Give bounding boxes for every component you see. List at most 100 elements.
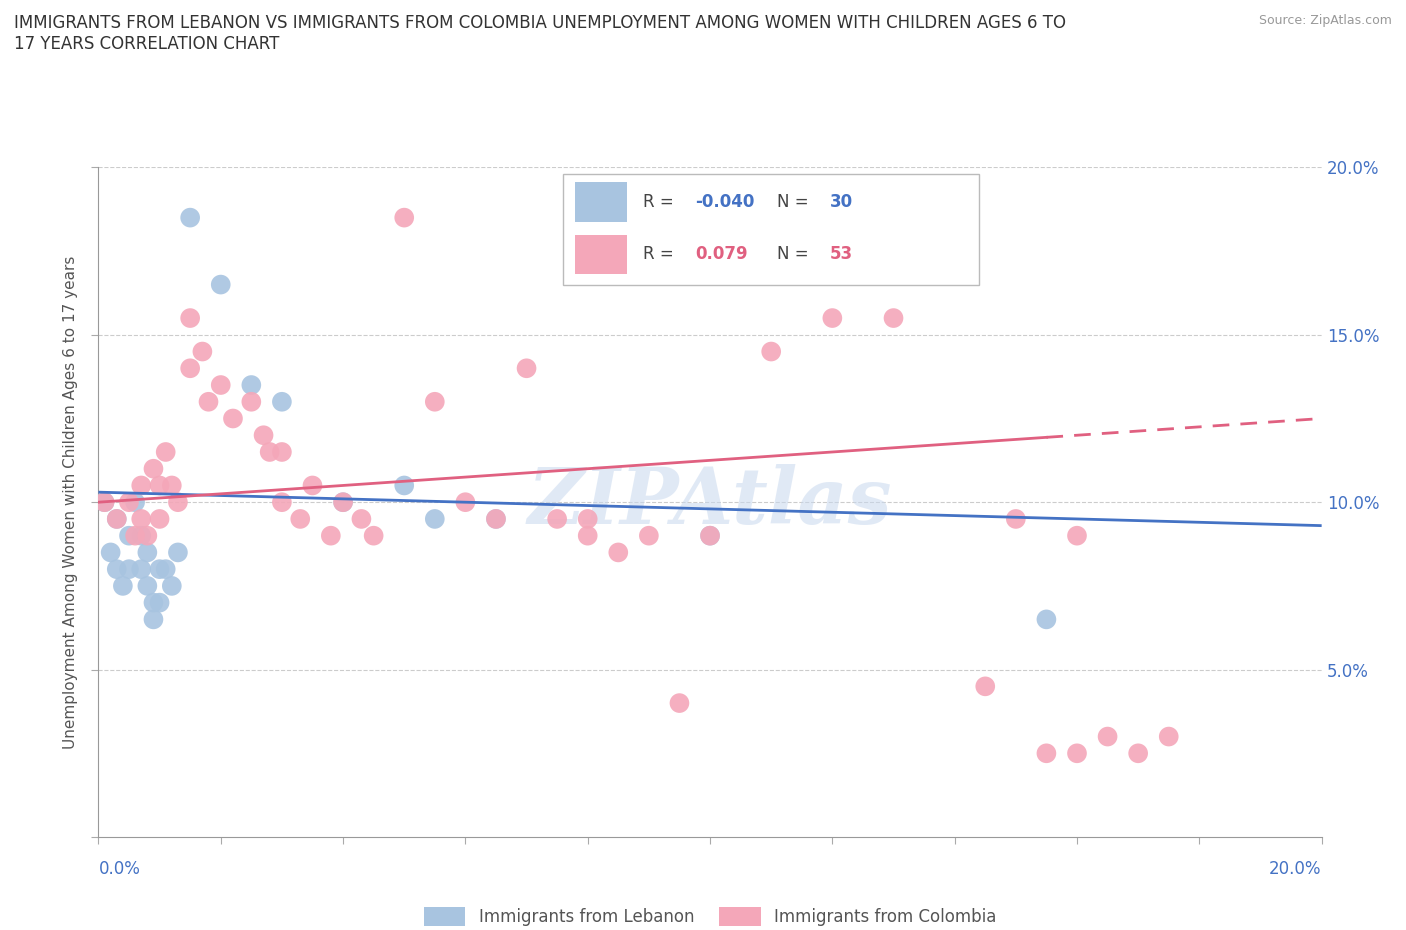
Point — [105, 562, 128, 577]
Point — [485, 512, 508, 526]
Point — [240, 378, 263, 392]
Point — [160, 478, 183, 493]
Point — [142, 612, 165, 627]
Point — [423, 512, 446, 526]
Point — [350, 512, 373, 526]
Point — [118, 528, 141, 543]
Text: 20.0%: 20.0% — [1270, 860, 1322, 878]
Point — [392, 478, 416, 493]
Point — [270, 495, 292, 510]
Text: 53: 53 — [830, 246, 853, 263]
Point — [546, 512, 568, 526]
Point — [209, 378, 232, 392]
Point — [423, 394, 446, 409]
Text: R =: R = — [643, 246, 679, 263]
Point — [1157, 729, 1180, 744]
Point — [93, 495, 115, 510]
Y-axis label: Unemployment Among Women with Children Ages 6 to 17 years: Unemployment Among Women with Children A… — [63, 256, 79, 749]
Point — [142, 461, 165, 476]
Point — [124, 528, 146, 543]
Point — [1035, 612, 1057, 627]
Point — [319, 528, 342, 543]
Point — [142, 595, 165, 610]
Text: R =: R = — [643, 193, 679, 211]
Text: N =: N = — [778, 246, 814, 263]
Point — [301, 478, 323, 493]
Point — [974, 679, 997, 694]
Point — [270, 445, 292, 459]
Point — [155, 445, 177, 459]
Point — [576, 528, 599, 543]
Point — [1066, 746, 1088, 761]
Point — [191, 344, 214, 359]
Text: N =: N = — [778, 193, 814, 211]
Point — [290, 512, 312, 526]
Point — [136, 578, 159, 593]
Point — [259, 445, 281, 459]
Point — [332, 495, 354, 510]
Text: 0.079: 0.079 — [696, 246, 748, 263]
Point — [485, 512, 508, 526]
FancyBboxPatch shape — [575, 234, 627, 274]
Point — [240, 394, 263, 409]
FancyBboxPatch shape — [564, 174, 979, 285]
Point — [155, 562, 177, 577]
Point — [1128, 746, 1150, 761]
Point — [118, 495, 141, 510]
FancyBboxPatch shape — [575, 182, 627, 222]
Point — [252, 428, 274, 443]
Point — [105, 512, 128, 526]
Point — [167, 545, 190, 560]
Point — [576, 512, 599, 526]
Point — [111, 578, 134, 593]
Point — [136, 528, 159, 543]
Point — [454, 495, 477, 510]
Point — [637, 528, 661, 543]
Point — [179, 311, 201, 325]
Point — [93, 495, 115, 510]
Point — [576, 260, 599, 275]
Point — [516, 361, 538, 376]
Point — [699, 528, 721, 543]
Point — [149, 595, 172, 610]
Point — [179, 361, 201, 376]
Point — [209, 277, 232, 292]
Point — [100, 545, 122, 560]
Point — [129, 478, 152, 493]
Legend: Immigrants from Lebanon, Immigrants from Colombia: Immigrants from Lebanon, Immigrants from… — [418, 900, 1002, 930]
Point — [160, 578, 183, 593]
Point — [167, 495, 190, 510]
Point — [759, 344, 782, 359]
Text: -0.040: -0.040 — [696, 193, 755, 211]
Point — [129, 562, 152, 577]
Text: IMMIGRANTS FROM LEBANON VS IMMIGRANTS FROM COLOMBIA UNEMPLOYMENT AMONG WOMEN WIT: IMMIGRANTS FROM LEBANON VS IMMIGRANTS FR… — [14, 14, 1066, 53]
Point — [149, 562, 172, 577]
Point — [129, 528, 152, 543]
Point — [1066, 528, 1088, 543]
Point — [197, 394, 219, 409]
Point — [332, 495, 354, 510]
Point — [668, 696, 690, 711]
Point — [392, 210, 416, 225]
Point — [363, 528, 385, 543]
Point — [124, 495, 146, 510]
Point — [129, 512, 152, 526]
Text: ZIPAtlas: ZIPAtlas — [527, 464, 893, 540]
Point — [821, 311, 844, 325]
Text: Source: ZipAtlas.com: Source: ZipAtlas.com — [1258, 14, 1392, 27]
Text: 0.0%: 0.0% — [98, 860, 141, 878]
Text: 30: 30 — [830, 193, 853, 211]
Point — [1035, 746, 1057, 761]
Point — [179, 210, 201, 225]
Point — [222, 411, 245, 426]
Point — [149, 512, 172, 526]
Point — [1097, 729, 1119, 744]
Point — [118, 562, 141, 577]
Point — [270, 394, 292, 409]
Point — [149, 478, 172, 493]
Point — [607, 545, 630, 560]
Point — [699, 528, 721, 543]
Point — [1004, 512, 1026, 526]
Point — [883, 311, 905, 325]
Point — [105, 512, 128, 526]
